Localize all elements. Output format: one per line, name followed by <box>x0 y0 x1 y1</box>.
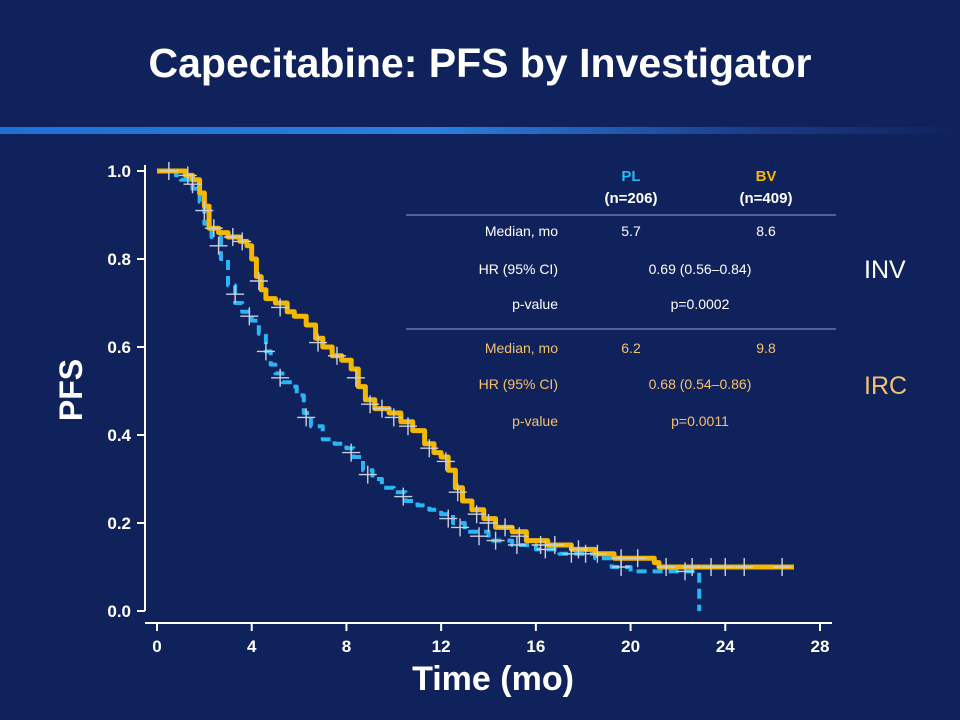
inv-median-pl: 5.7 <box>621 223 641 239</box>
irc-p-value: p=0.0011 <box>671 413 729 429</box>
censor-mark-bv <box>346 368 365 387</box>
irc-p-label: p-value <box>512 413 558 429</box>
y-tick-label: 0.0 <box>107 602 131 621</box>
censor-mark-pl <box>256 342 275 361</box>
censor-mark-bv <box>436 452 455 471</box>
censor-mark-pl <box>342 443 361 462</box>
series-pl-curve <box>157 169 702 611</box>
censor-mark-bv <box>510 527 529 546</box>
slide-title: Capecitabine: PFS by Investigator <box>148 40 812 86</box>
censor-mark-bv <box>612 549 631 568</box>
x-tick-label: 8 <box>342 637 351 656</box>
y-tick-label: 1.0 <box>107 162 131 181</box>
censor-mark-bv <box>420 439 439 458</box>
y-tick-label: 0.8 <box>107 250 131 269</box>
inv-median-bv: 8.6 <box>756 223 776 239</box>
censor-mark-bv <box>384 408 403 427</box>
y-tick-label: 0.6 <box>107 338 131 357</box>
x-tick-label: 0 <box>152 637 161 656</box>
x-tick-label: 4 <box>247 637 257 656</box>
inv-group-label: INV <box>864 256 906 284</box>
y-tick-label: 0.4 <box>107 426 131 445</box>
censor-mark-bv <box>178 166 197 185</box>
irc-median-bv: 9.8 <box>756 340 776 356</box>
censor-mark-bv <box>773 558 792 576</box>
censor-mark-bv <box>479 514 498 532</box>
censor-mark-bv <box>569 540 588 559</box>
censor-mark-pl <box>439 509 458 528</box>
censor-mark-pl <box>451 518 470 537</box>
censor-mark-pl <box>209 236 228 255</box>
col-bv-n: (n=409) <box>740 190 793 207</box>
chart-censor-marks <box>159 162 792 581</box>
censor-mark-bv <box>233 232 252 251</box>
censor-mark-pl <box>271 368 290 387</box>
irc-hr-label: HR (95% CI) <box>479 376 558 392</box>
inv-p-value: p=0.0002 <box>671 296 730 312</box>
x-tick-label: 16 <box>526 637 545 656</box>
inv-p-label: p-value <box>512 296 558 312</box>
irc-median-label: Median, mo <box>485 340 558 356</box>
censor-mark-bv <box>361 395 380 414</box>
censor-mark-bv <box>628 549 647 568</box>
censor-mark-bv <box>735 558 754 576</box>
censor-mark-bv <box>398 417 417 436</box>
inv-median-label: Median, mo <box>485 223 558 239</box>
censor-mark-bv <box>204 219 223 238</box>
irc-median-pl: 6.2 <box>621 340 641 356</box>
chart-axes: 0.0 0.2 0.4 0.6 0.8 1.0 0 4 8 12 16 20 24 28 <box>107 162 832 656</box>
censor-mark-pl <box>183 175 202 194</box>
x-tick-label: 12 <box>432 637 451 656</box>
x-tick-label: 24 <box>716 637 735 656</box>
censor-mark-pl <box>507 536 526 554</box>
col-pl-name: PL <box>621 168 640 185</box>
censor-mark-pl <box>394 487 413 506</box>
censor-mark-bv <box>683 558 702 576</box>
censor-mark-bv <box>657 558 676 576</box>
censor-mark-bv <box>327 346 346 365</box>
censor-mark-bv <box>467 505 486 524</box>
censor-mark-bv <box>545 536 564 554</box>
censor-mark-pl <box>195 201 214 220</box>
title-divider <box>0 127 960 134</box>
y-tick-label: 0.2 <box>107 514 131 533</box>
inv-hr-label: HR (95% CI) <box>479 261 558 277</box>
irc-hr-value: 0.68 (0.54–0.86) <box>649 376 752 392</box>
censor-mark-pl <box>240 307 259 326</box>
series-bv-curve <box>157 168 794 570</box>
y-axis-title: PFS <box>53 359 89 421</box>
censor-mark-bv <box>223 228 242 246</box>
x-tick-label: 20 <box>621 637 640 656</box>
censor-mark-pl <box>358 465 377 484</box>
censor-mark-bv <box>309 333 328 352</box>
censor-mark-bv <box>271 298 290 317</box>
x-tick-label: 28 <box>811 637 830 656</box>
censor-mark-bv <box>716 558 735 576</box>
censor-mark-pl <box>297 408 316 427</box>
censor-mark-pl <box>486 531 505 550</box>
censor-mark-bv <box>159 162 178 180</box>
censor-mark-bv <box>496 518 515 537</box>
stats-table: PL (n=206) BV (n=409) Median, mo 5.7 8.6… <box>406 168 907 429</box>
censor-mark-bv <box>588 544 607 563</box>
censor-mark-pl <box>676 562 695 581</box>
censor-mark-bv <box>448 483 467 502</box>
x-axis-title: Time (mo) <box>412 660 574 698</box>
inv-hr-value: 0.69 (0.56–0.84) <box>649 261 752 277</box>
irc-group-label: IRC <box>864 372 907 400</box>
col-pl-n: (n=206) <box>605 190 658 207</box>
censor-mark-bv <box>249 272 268 290</box>
censor-mark-pl <box>536 540 555 559</box>
censor-mark-pl <box>470 527 489 546</box>
col-bv-name: BV <box>756 168 777 185</box>
censor-mark-bv <box>372 399 391 418</box>
censor-mark-pl <box>226 285 245 304</box>
